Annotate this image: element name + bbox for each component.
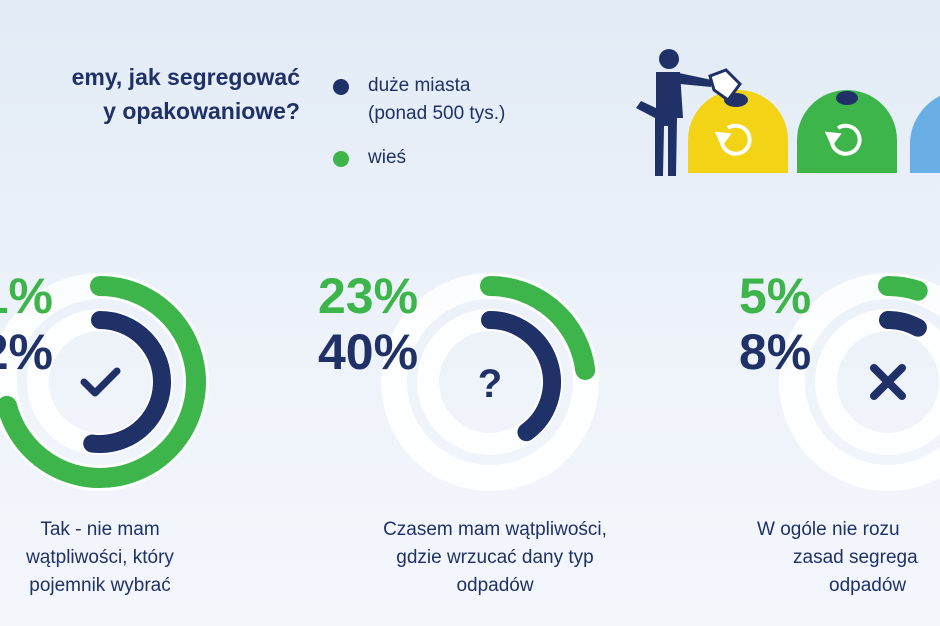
legend-dot-wies (333, 151, 349, 167)
pct-miasta-1: 2% (0, 324, 53, 380)
caption-2-line-3: odpadów (456, 575, 534, 596)
person-icon (636, 49, 742, 176)
legend-dot-miasta (333, 79, 349, 95)
legend-miasta-line-2: (ponad 500 tys.) (368, 103, 506, 124)
arc-miasta-3 (879, 311, 927, 337)
title-line-1: emy, jak segregować (71, 64, 300, 90)
legend-miasta-line-1: duże miasta (368, 75, 471, 96)
caption-3-line-2: zasad segrega (793, 547, 918, 568)
x-icon (870, 364, 906, 400)
title-line-2: y opakowaniowe? (103, 98, 300, 124)
caption-2-line-1: Czasem mam wątpliwości, (383, 519, 607, 540)
legend-label-miasta: duże miasta (ponad 500 tys.) (368, 72, 505, 128)
arc-wies-2 (480, 276, 596, 380)
chart-title: emy, jak segregować y opakowaniowe? (0, 60, 300, 128)
pct-wies-1: 1% (0, 268, 53, 324)
question-icon: ? (478, 362, 502, 406)
pct-miasta-2: 40% (318, 324, 419, 380)
caption-1: Tak - nie mam wątpliwości, który pojemni… (10, 516, 190, 600)
caption-1-line-2: wątpliwości, który (26, 547, 174, 568)
arc-miasta-2 (481, 311, 561, 442)
check-icon (80, 367, 121, 397)
pct-miasta-3: 8% (739, 324, 812, 380)
caption-2-line-2: gdzie wrzucać dany typ (396, 547, 594, 568)
caption-3-line-3: odpadów (829, 575, 907, 596)
pct-wies-3: 5% (739, 268, 812, 324)
caption-3: W ogóle nie rozu zasad segrega odpadów (757, 516, 940, 600)
blue-bin-icon (910, 95, 940, 173)
recycle-icon (714, 123, 862, 156)
caption-3-line-1: W ogóle nie rozu (757, 519, 900, 540)
arc-wies-1 (0, 276, 206, 488)
arc-miasta-1 (83, 311, 171, 453)
green-bin-icon (797, 90, 897, 173)
caption-1-line-3: pojemnik wybrać (29, 575, 171, 596)
caption-2: Czasem mam wątpliwości, gdzie wrzucać da… (350, 516, 640, 600)
pct-wies-2: 23% (318, 268, 419, 324)
arc-wies-3 (878, 276, 928, 301)
caption-1-line-1: Tak - nie mam (40, 519, 160, 540)
legend-label-wies: wieś (368, 147, 407, 168)
